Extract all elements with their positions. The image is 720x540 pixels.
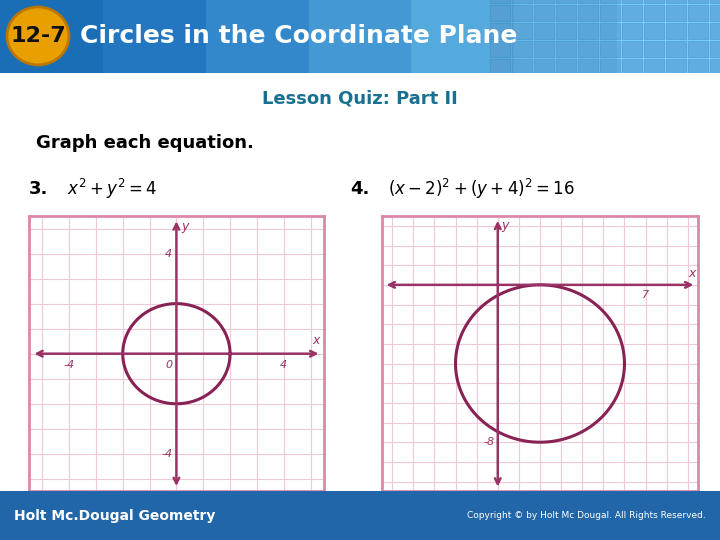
Text: 3.: 3.	[29, 180, 48, 198]
Bar	[710, 5, 720, 21]
Text: Lesson Quiz: Part II: Lesson Quiz: Part II	[262, 89, 458, 107]
Text: 7: 7	[642, 290, 649, 300]
Bar	[622, 5, 642, 21]
Bar	[622, 23, 642, 39]
Bar	[534, 41, 554, 57]
Bar	[710, 59, 720, 75]
Bar	[556, 41, 576, 57]
Bar	[688, 23, 708, 39]
Bar	[688, 59, 708, 75]
Bar	[514, 0, 617, 73]
Bar	[556, 59, 576, 75]
Text: 4.: 4.	[350, 180, 369, 198]
Bar	[666, 41, 686, 57]
Bar	[206, 0, 309, 73]
Bar	[666, 23, 686, 39]
Bar	[512, 0, 532, 3]
Bar	[512, 41, 532, 57]
Bar	[622, 59, 642, 75]
Bar	[666, 5, 686, 21]
Text: 0: 0	[166, 360, 172, 370]
Bar	[534, 0, 554, 3]
Text: x: x	[688, 267, 696, 280]
Bar	[688, 5, 708, 21]
Bar	[556, 0, 576, 3]
Text: Graph each equation.: Graph each equation.	[35, 133, 253, 152]
Bar	[578, 23, 598, 39]
Bar	[490, 23, 510, 39]
Bar	[103, 0, 206, 73]
Bar	[309, 0, 411, 73]
Bar	[688, 0, 708, 3]
Bar	[617, 0, 720, 73]
Bar	[490, 59, 510, 75]
Bar	[600, 5, 620, 21]
Bar	[0, 0, 103, 73]
Bar	[534, 59, 554, 75]
Bar	[710, 41, 720, 57]
Bar	[411, 0, 514, 73]
Bar	[600, 41, 620, 57]
Bar	[622, 0, 642, 3]
Bar	[578, 5, 598, 21]
Bar	[644, 0, 664, 3]
Text: $(x - 2)^2 + (y + 4)^2 = 16$: $(x - 2)^2 + (y + 4)^2 = 16$	[388, 177, 575, 201]
Bar	[622, 41, 642, 57]
Bar	[710, 0, 720, 3]
Bar	[644, 59, 664, 75]
Bar	[512, 5, 532, 21]
Bar	[666, 0, 686, 3]
Bar	[600, 23, 620, 39]
Text: Copyright © by Holt Mc Dougal. All Rights Reserved.: Copyright © by Holt Mc Dougal. All Right…	[467, 511, 706, 520]
Bar	[512, 23, 532, 39]
Text: 4: 4	[166, 248, 172, 259]
Bar	[688, 41, 708, 57]
Text: y: y	[181, 220, 189, 233]
Text: -4: -4	[161, 449, 172, 459]
Bar	[578, 0, 598, 3]
Bar	[644, 23, 664, 39]
Bar	[512, 59, 532, 75]
Bar	[490, 0, 510, 3]
Bar	[490, 5, 510, 21]
Bar	[534, 5, 554, 21]
Bar	[666, 59, 686, 75]
Text: y: y	[502, 219, 509, 232]
Text: Circles in the Coordinate Plane: Circles in the Coordinate Plane	[80, 24, 518, 48]
Bar	[644, 41, 664, 57]
Bar	[490, 41, 510, 57]
Bar	[600, 59, 620, 75]
Bar	[578, 59, 598, 75]
Bar	[534, 23, 554, 39]
Bar	[644, 5, 664, 21]
Text: 4: 4	[280, 360, 287, 370]
Ellipse shape	[7, 7, 69, 65]
Text: $x^2 + y^2 = 4$: $x^2 + y^2 = 4$	[67, 177, 157, 201]
Text: 12-7: 12-7	[10, 26, 66, 46]
Text: Holt Mc.Dougal Geometry: Holt Mc.Dougal Geometry	[14, 509, 216, 523]
Bar	[578, 41, 598, 57]
Bar	[600, 0, 620, 3]
Text: -8: -8	[483, 437, 495, 447]
Bar	[710, 23, 720, 39]
Bar	[556, 23, 576, 39]
Bar	[556, 5, 576, 21]
Text: -4: -4	[63, 360, 75, 370]
Text: x: x	[312, 334, 320, 347]
